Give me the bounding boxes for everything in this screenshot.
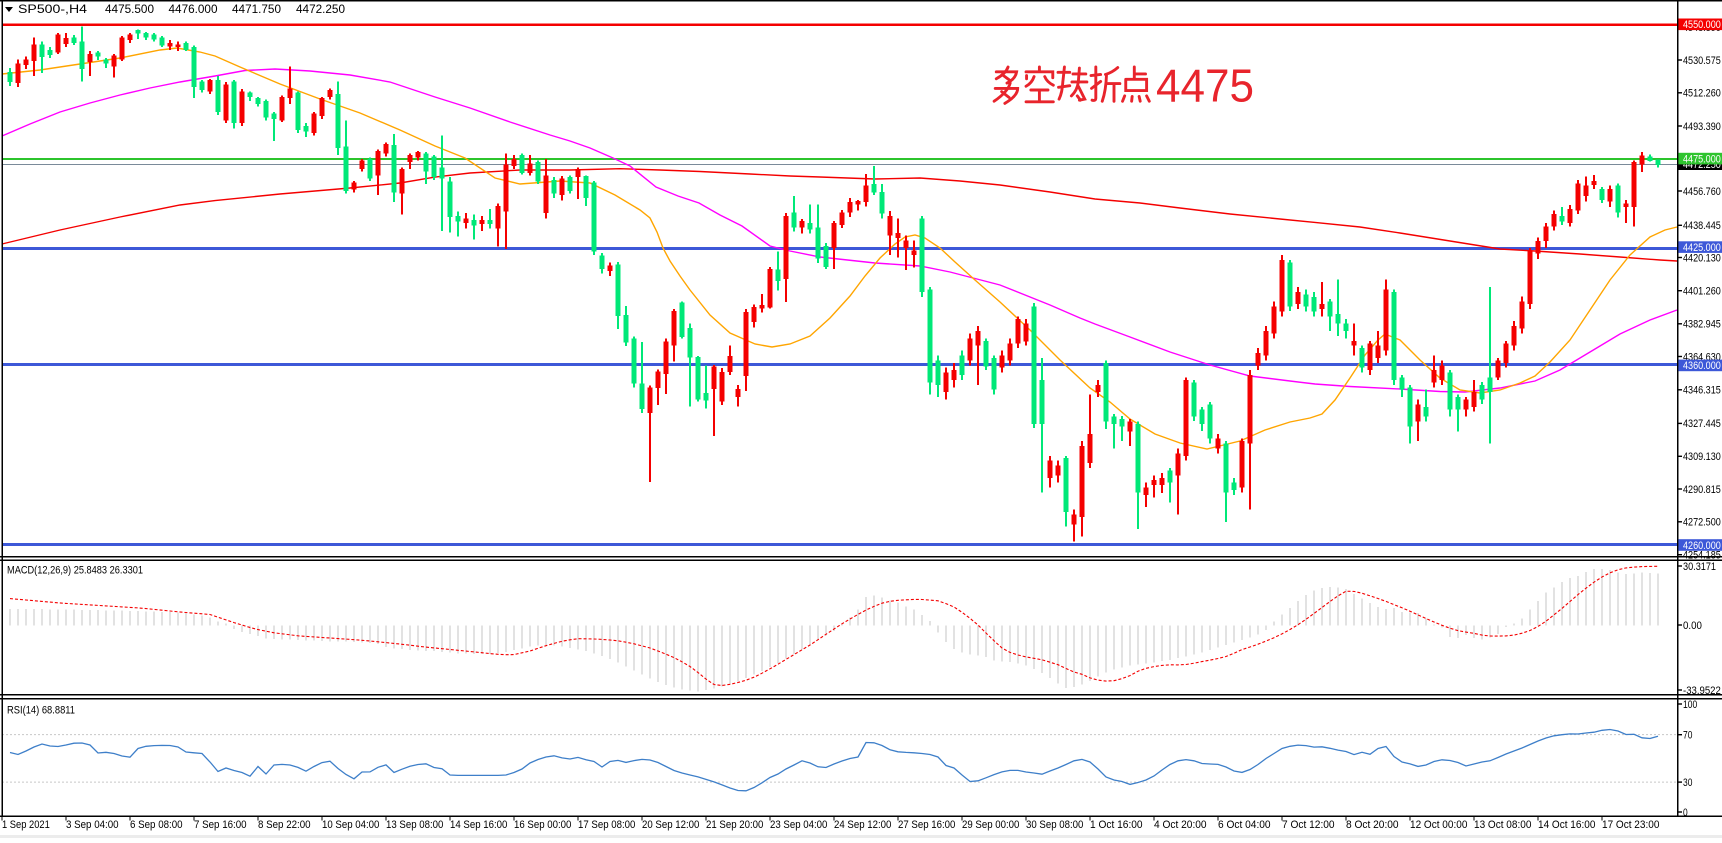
svg-text:30: 30	[1683, 777, 1692, 789]
svg-text:14 Oct 16:00: 14 Oct 16:00	[1538, 819, 1595, 831]
svg-text:MACD(12,26,9) 25.8483 26.3301: MACD(12,26,9) 25.8483 26.3301	[7, 565, 143, 577]
svg-text:4420.130: 4420.130	[1683, 252, 1721, 264]
svg-text:30 Sep 08:00: 30 Sep 08:00	[1026, 819, 1083, 831]
svg-text:7 Sep 16:00: 7 Sep 16:00	[194, 819, 247, 831]
svg-text:30.3171: 30.3171	[1683, 561, 1716, 573]
svg-text:4475.500: 4475.500	[105, 2, 154, 16]
svg-text:1 Oct 16:00: 1 Oct 16:00	[1090, 819, 1143, 831]
svg-text:0: 0	[1683, 807, 1688, 819]
svg-text:8 Sep 22:00: 8 Sep 22:00	[258, 819, 311, 831]
svg-text:24 Sep 12:00: 24 Sep 12:00	[834, 819, 891, 831]
svg-text:14 Sep 16:00: 14 Sep 16:00	[450, 819, 507, 831]
svg-text:4327.445: 4327.445	[1683, 418, 1721, 430]
svg-text:1 Sep 2021: 1 Sep 2021	[2, 819, 50, 831]
svg-text:13 Oct 08:00: 13 Oct 08:00	[1474, 819, 1531, 831]
svg-text:21 Sep 20:00: 21 Sep 20:00	[706, 819, 763, 831]
svg-text:6 Oct 04:00: 6 Oct 04:00	[1218, 819, 1271, 831]
svg-text:17 Sep 08:00: 17 Sep 08:00	[578, 819, 635, 831]
svg-text:4475.000: 4475.000	[1683, 154, 1721, 166]
svg-text:4360.000: 4360.000	[1683, 360, 1721, 372]
svg-text:12 Oct 00:00: 12 Oct 00:00	[1410, 819, 1467, 831]
svg-text:4475: 4475	[1156, 60, 1254, 112]
svg-text:-33.9522: -33.9522	[1683, 685, 1721, 697]
svg-text:4550.000: 4550.000	[1683, 19, 1721, 31]
svg-text:4530.575: 4530.575	[1683, 55, 1721, 67]
svg-text:4476.000: 4476.000	[169, 2, 218, 16]
svg-text:3 Sep 04:00: 3 Sep 04:00	[66, 819, 119, 831]
svg-text:8 Oct 20:00: 8 Oct 20:00	[1346, 819, 1399, 831]
svg-text:17 Oct 23:00: 17 Oct 23:00	[1602, 819, 1659, 831]
svg-text:4493.390: 4493.390	[1683, 121, 1721, 133]
svg-text:70: 70	[1683, 730, 1692, 742]
svg-text:RSI(14) 68.8811: RSI(14) 68.8811	[7, 705, 75, 717]
svg-text:100: 100	[1683, 699, 1697, 711]
svg-text:4346.315: 4346.315	[1683, 385, 1721, 397]
svg-text:4512.260: 4512.260	[1683, 88, 1721, 100]
svg-text:13 Sep 08:00: 13 Sep 08:00	[386, 819, 443, 831]
svg-text:4401.260: 4401.260	[1683, 286, 1721, 298]
svg-text:4472.250: 4472.250	[296, 2, 345, 16]
svg-text:0.00: 0.00	[1683, 620, 1702, 632]
svg-text:7 Oct 12:00: 7 Oct 12:00	[1282, 819, 1335, 831]
svg-text:6 Sep 08:00: 6 Sep 08:00	[130, 819, 183, 831]
svg-text:4 Oct 20:00: 4 Oct 20:00	[1154, 819, 1207, 831]
svg-text:4309.130: 4309.130	[1683, 451, 1721, 463]
svg-text:4272.500: 4272.500	[1683, 517, 1721, 529]
svg-text:4425.000: 4425.000	[1683, 242, 1721, 254]
svg-text:27 Sep 16:00: 27 Sep 16:00	[898, 819, 955, 831]
svg-text:4438.445: 4438.445	[1683, 220, 1721, 232]
svg-text:29 Sep 00:00: 29 Sep 00:00	[962, 819, 1019, 831]
svg-text:4290.815: 4290.815	[1683, 484, 1721, 496]
svg-text:20 Sep 12:00: 20 Sep 12:00	[642, 819, 699, 831]
svg-text:4471.750: 4471.750	[232, 2, 281, 16]
svg-text:4382.945: 4382.945	[1683, 319, 1721, 331]
svg-text:4456.760: 4456.760	[1683, 186, 1721, 198]
svg-text:10 Sep 04:00: 10 Sep 04:00	[322, 819, 379, 831]
svg-text:SP500-,H4: SP500-,H4	[18, 2, 88, 16]
svg-text:23 Sep 04:00: 23 Sep 04:00	[770, 819, 827, 831]
svg-text:16 Sep 00:00: 16 Sep 00:00	[514, 819, 571, 831]
svg-text:4254.185: 4254.185	[1683, 550, 1721, 562]
svg-text:4260.000: 4260.000	[1683, 540, 1721, 552]
